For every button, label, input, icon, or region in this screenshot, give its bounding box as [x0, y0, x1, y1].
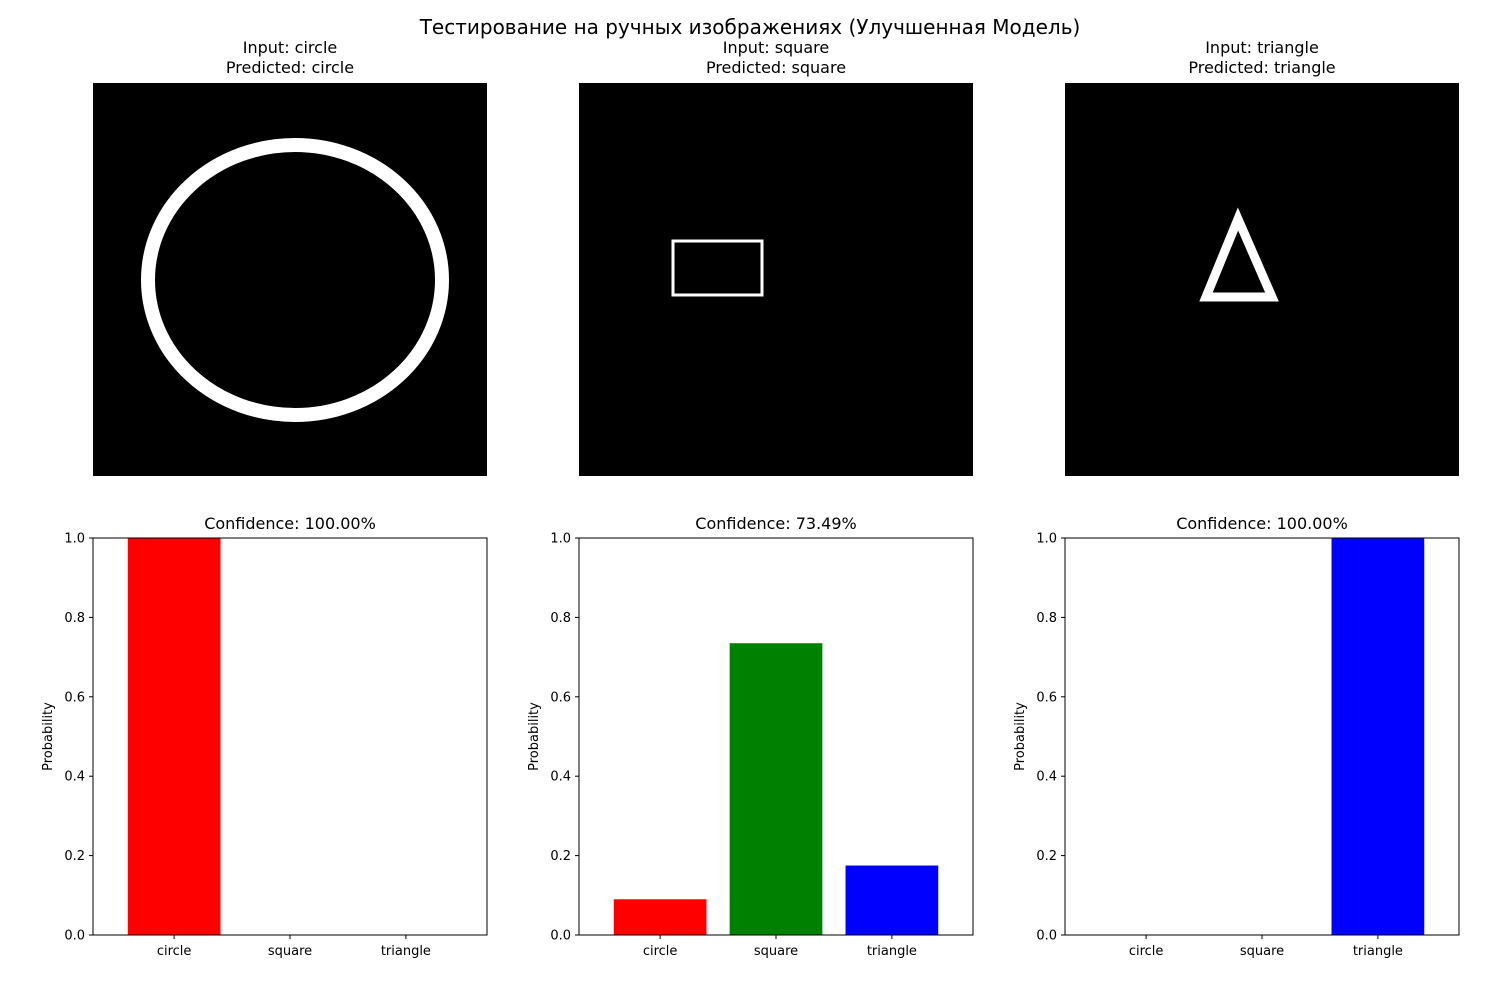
image-panel-1-title: Input: circle Predicted: circle: [93, 38, 487, 78]
y-tick-label: 0.8: [550, 611, 571, 626]
triangle-drawing: [1199, 207, 1279, 302]
y-tick-label: 0.0: [64, 929, 85, 944]
y-tick-label: 0.4: [550, 770, 571, 785]
bar-chart-3: circle square triangle 0.0 0.2 0.4 0.6 0.8 1.0 Pr…: [1013, 532, 1460, 959]
triangle-outline: [1199, 207, 1279, 302]
x-tick-label-circle: circle: [1129, 944, 1164, 959]
input-image-circle: [93, 83, 487, 476]
x-tick-label-circle: circle: [157, 944, 192, 959]
chart-2-title: Confidence: 73.49%: [695, 514, 857, 533]
y-tick-label: 1.0: [1036, 532, 1057, 547]
y-tick-label: 0.4: [1036, 770, 1057, 785]
y-tick-label: 1.0: [64, 532, 85, 547]
input-image-triangle: [1065, 83, 1459, 476]
y-axis-label: Probability: [527, 702, 542, 771]
input-label-1: Input: circle: [242, 38, 338, 57]
x-tick-label-triangle: triangle: [867, 944, 917, 959]
chart-3-title: Confidence: 100.00%: [1176, 514, 1348, 533]
figure-suptitle: Тестирование на ручных изображениях (Улу…: [419, 15, 1081, 39]
y-tick-label: 0.6: [550, 690, 571, 705]
bar-circle: [613, 899, 707, 935]
predicted-label-3: Predicted: triangle: [1188, 58, 1336, 77]
input-image-square: [579, 83, 973, 476]
x-tick-label-triangle: triangle: [381, 944, 431, 959]
bar-circle: [127, 538, 221, 935]
square-drawing: [671, 239, 764, 297]
y-tick-label: 0.2: [64, 849, 85, 864]
y-tick-label: 0.6: [64, 690, 85, 705]
bar-triangle: [845, 865, 939, 935]
predicted-label-2: Predicted: square: [705, 58, 847, 77]
y-axis-label: Probability: [1013, 702, 1028, 771]
input-label-3: Input: triangle: [1205, 38, 1319, 57]
axes-frame: [92, 537, 488, 936]
y-tick-label: 0.6: [1036, 690, 1057, 705]
input-label-2: Input: square: [722, 38, 830, 57]
y-tick-label: 0.8: [1036, 611, 1057, 626]
y-tick-label: 1.0: [550, 532, 571, 547]
image-panel-3-title: Input: triangle Predicted: triangle: [1065, 38, 1459, 78]
x-tick-label-square: square: [754, 944, 798, 959]
y-tick-label: 0.8: [64, 611, 85, 626]
x-tick-label-triangle: triangle: [1353, 944, 1403, 959]
y-tick-label: 0.0: [1036, 929, 1057, 944]
y-tick-label: 0.2: [550, 849, 571, 864]
x-tick-label-square: square: [1240, 944, 1284, 959]
bar-triangle: [1331, 538, 1425, 935]
bar-square: [729, 643, 823, 935]
square-outline: [671, 239, 764, 297]
circle-outline: [141, 138, 449, 422]
image-panel-2-title: Input: square Predicted: square: [579, 38, 973, 78]
axes-frame: [578, 537, 974, 936]
x-tick-label-circle: circle: [643, 944, 678, 959]
bar-chart-2: circle square triangle 0.0 0.2 0.4 0.6 0.8 1.0 Pr…: [527, 532, 974, 959]
bar-chart-1: circle square triangle 0.0 0.2 0.4 0.6 0.8 1.0 Pr…: [41, 532, 488, 959]
y-tick-label: 0.2: [1036, 849, 1057, 864]
predicted-label-1: Predicted: circle: [225, 58, 355, 77]
circle-drawing: [141, 138, 449, 422]
chart-1-title: Confidence: 100.00%: [204, 514, 376, 533]
x-tick-label-square: square: [268, 944, 312, 959]
axes-frame: [1064, 537, 1460, 936]
y-tick-label: 0.0: [550, 929, 571, 944]
y-tick-label: 0.4: [64, 770, 85, 785]
y-axis-label: Probability: [41, 702, 56, 771]
